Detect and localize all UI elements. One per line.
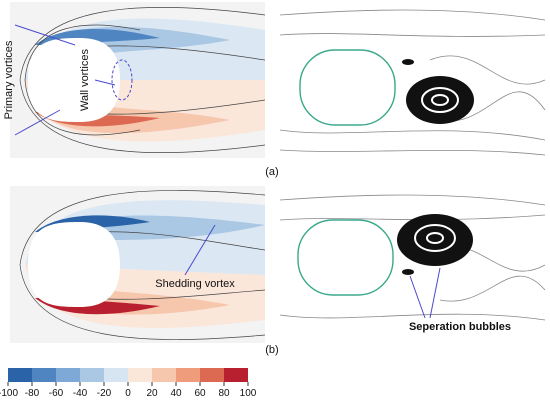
colorbar-tick-label: 20 — [146, 388, 158, 399]
annotation: Shedding vortex — [155, 278, 235, 290]
colorbar-tick-label: 80 — [218, 388, 230, 399]
colorbar-swatch — [32, 368, 56, 382]
colorbar-swatch — [128, 368, 152, 382]
colorbar-tick-label: 60 — [194, 388, 206, 399]
colorbar-swatch — [152, 368, 176, 382]
colorbar-tick-label: -40 — [73, 388, 88, 399]
colorbar-tick-label: -20 — [97, 388, 112, 399]
colorbar-tick-label: -100 — [0, 388, 18, 399]
panel-label: (a) — [265, 166, 278, 178]
vorticity-panel-b — [10, 186, 266, 343]
colorbar-swatch — [8, 368, 32, 382]
panel-label: (b) — [265, 344, 278, 356]
annotation: Wall vortices — [79, 49, 91, 111]
streamline-panel-b — [279, 194, 546, 321]
vorticity-panel-a — [10, 2, 266, 158]
colorbar-swatch — [56, 368, 80, 382]
colorbar-swatch — [224, 368, 248, 382]
colorbar-swatch — [80, 368, 104, 382]
colorbar-tick-label: 40 — [170, 388, 182, 399]
colorbar-swatch — [104, 368, 128, 382]
streamline-panel-a — [279, 9, 546, 156]
colorbar-tick-label: 0 — [125, 388, 131, 399]
colorbar-tick-label: -60 — [49, 388, 64, 399]
colorbar-swatch — [200, 368, 224, 382]
annotation: Seperation bubbles — [409, 321, 511, 333]
colorbar-tick-label: -80 — [25, 388, 40, 399]
colorbar-tick-label: 100 — [240, 388, 257, 399]
annotation: Primary vortices — [3, 40, 15, 119]
colorbar: -100 -80 -60 -40 -20 0 20 40 60 80 100 — [0, 368, 257, 399]
colorbar-swatch — [176, 368, 200, 382]
